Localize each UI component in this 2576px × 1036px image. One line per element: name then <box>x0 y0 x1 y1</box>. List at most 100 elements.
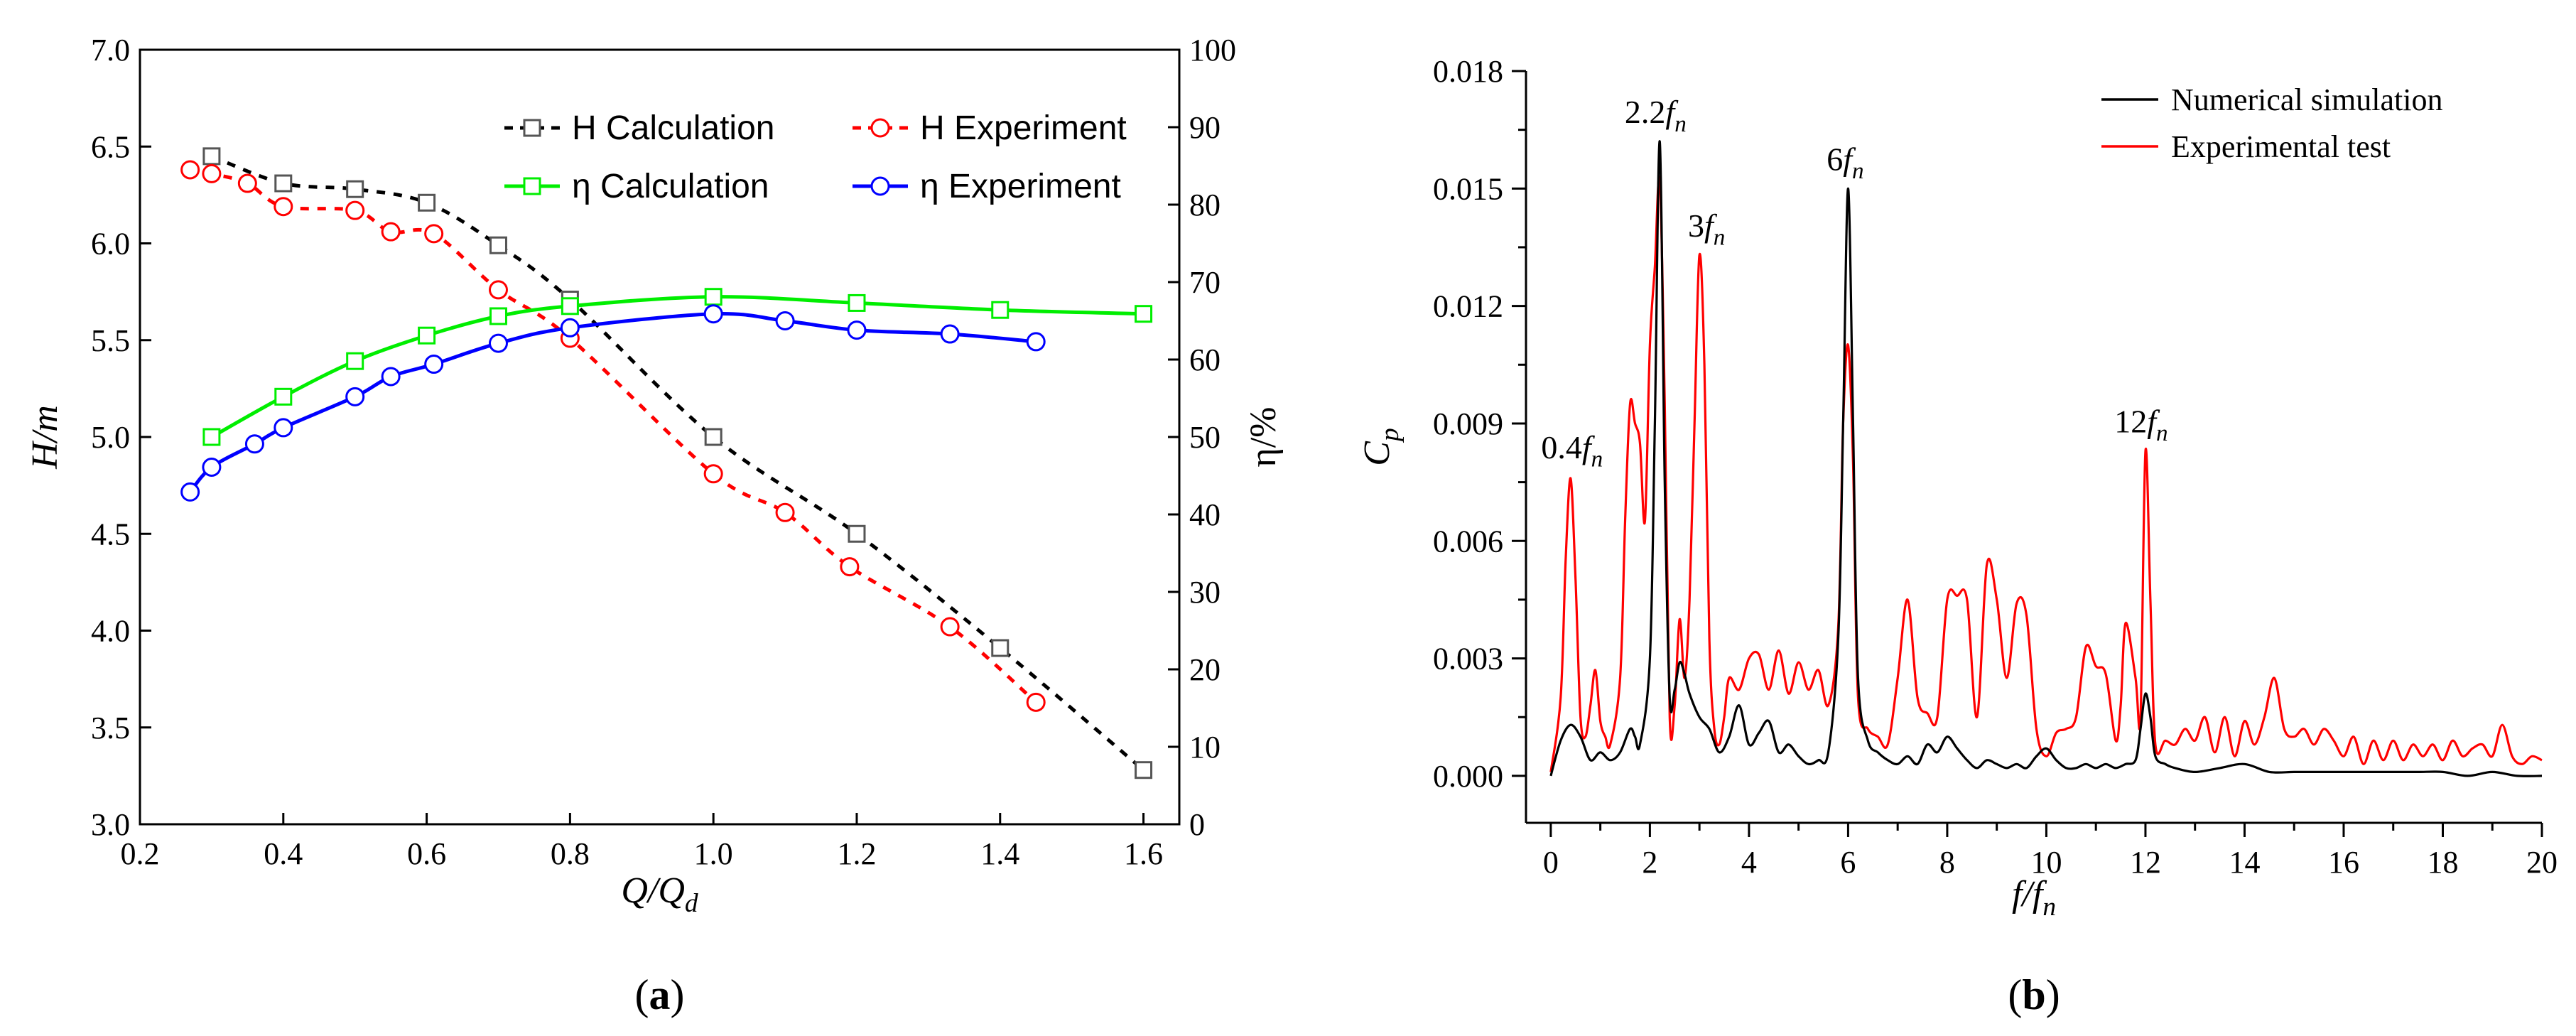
x-tick-label-a: 1.6 <box>1124 836 1163 871</box>
data-point-square <box>848 293 866 312</box>
data-point-square <box>704 288 723 306</box>
y-tick-label-b: 0.012 <box>1433 289 1503 324</box>
data-point-circle <box>424 355 444 374</box>
data-point-square <box>418 193 436 212</box>
x-tick-label-b: 14 <box>2229 845 2260 880</box>
data-point-circle <box>847 320 867 340</box>
y-left-tick-label-a: 6.5 <box>91 129 130 164</box>
y-right-tick-label-a: 50 <box>1189 420 1221 455</box>
x-tick-label-b: 0 <box>1543 845 1559 880</box>
y-tick-label-b: 0.003 <box>1433 642 1503 676</box>
data-point-square <box>991 301 1010 319</box>
data-point-circle <box>940 617 960 637</box>
x-tick-label-b: 6 <box>1840 845 1856 880</box>
panel-label-b: (b) <box>2008 971 2060 1018</box>
data-point-square <box>991 639 1010 657</box>
y-left-tick-label-a: 7.0 <box>91 33 130 68</box>
data-point-circle <box>940 324 960 344</box>
x-axis-title-b: f/fn <box>2012 874 2056 922</box>
data-point-circle <box>775 311 795 330</box>
x-tick-label-a: 1.0 <box>694 836 733 871</box>
y-axis-title-left-a: H/m <box>25 405 65 470</box>
data-point-square <box>418 326 436 345</box>
y-left-tick-label-a: 3.5 <box>91 711 130 745</box>
legend-label-a: η Experiment <box>920 168 1121 205</box>
y-tick-label-b: 0.009 <box>1433 406 1503 441</box>
x-tick-label-a: 1.4 <box>980 836 1019 871</box>
data-point-circle <box>345 200 365 220</box>
x-tick-label-b: 20 <box>2526 845 2558 880</box>
data-point-circle <box>703 304 723 324</box>
y-right-tick-label-a: 20 <box>1189 652 1221 687</box>
y-left-tick-label-a: 5.5 <box>91 323 130 358</box>
data-point-circle <box>703 464 723 484</box>
x-tick-label-a: 0.2 <box>121 836 160 871</box>
data-point-square <box>489 307 507 325</box>
x-axis-title-a: Q/Qd <box>621 870 698 918</box>
data-point-square <box>202 428 221 446</box>
y-left-tick-label-a: 4.5 <box>91 517 130 551</box>
x-tick-label-a: 0.8 <box>551 836 590 871</box>
data-point-circle <box>202 458 222 477</box>
y-left-tick-label-a: 6.0 <box>91 227 130 261</box>
legend-label-b: Numerical simulation <box>2171 82 2442 117</box>
y-right-tick-label-a: 0 <box>1189 807 1205 842</box>
panel-a-chart: 0.2 0.4 0.6 0.8 1.0 1.2 1.4 1.6 3.0 3.5 4.0 4.5 5.0 5… <box>25 33 1284 1018</box>
data-point-square <box>202 147 221 166</box>
data-point-square <box>489 236 507 254</box>
data-point-circle <box>180 482 200 502</box>
peak-annotation: 3fn <box>1688 207 1725 251</box>
x-tick-label-b: 12 <box>2130 845 2161 880</box>
data-point-square <box>848 524 866 543</box>
data-point-square <box>274 387 293 406</box>
y-axis-title-b: Cp <box>1357 428 1405 465</box>
data-point-circle <box>488 333 508 353</box>
panel-b-chart: 0 2 4 6 8 10 12 14 16 18 20 0.000 0.003 0.006 0.009 0.0… <box>1357 54 2558 1018</box>
y-right-tick-label-a: 40 <box>1189 497 1221 532</box>
x-tick-label-b: 2 <box>1642 845 1657 880</box>
y-tick-label-b: 0.006 <box>1433 524 1503 559</box>
y-right-tick-label-a: 30 <box>1189 575 1221 610</box>
data-point-circle <box>1026 332 1046 352</box>
y-tick-label-b: 0.018 <box>1433 54 1503 89</box>
data-point-circle <box>345 387 365 406</box>
x-tick-label-b: 10 <box>2030 845 2062 880</box>
legend-label-a: H Calculation <box>572 109 774 147</box>
data-point-circle <box>840 557 860 577</box>
data-point-circle <box>244 434 264 454</box>
series-line-numerical-simulation <box>1549 140 2543 777</box>
data-point-square <box>1135 761 1153 779</box>
legend-marker-circle <box>870 118 890 138</box>
data-point-square <box>346 352 364 370</box>
y-right-tick-label-a: 60 <box>1189 342 1221 377</box>
x-tick-label-b: 8 <box>1939 845 1955 880</box>
data-point-circle <box>274 418 293 438</box>
data-point-circle <box>560 318 580 338</box>
series-line-experimental-test <box>1549 176 2543 772</box>
y-left-tick-label-a: 5.0 <box>91 420 130 455</box>
y-left-tick-label-a: 3.0 <box>91 807 130 842</box>
x-tick-label-b: 16 <box>2328 845 2359 880</box>
data-point-circle <box>1026 692 1046 712</box>
data-point-circle <box>381 367 401 387</box>
y-right-tick-label-a: 100 <box>1189 33 1236 68</box>
legend-marker-square <box>523 119 541 137</box>
panel-label-a: (a) <box>635 971 685 1018</box>
x-tick-label-a: 1.2 <box>837 836 876 871</box>
y-right-tick-label-a: 90 <box>1189 110 1221 145</box>
data-point-circle <box>274 197 293 217</box>
data-point-circle <box>381 222 401 242</box>
data-point-square <box>346 180 364 198</box>
x-tick-label-a: 0.6 <box>407 836 446 871</box>
y-tick-label-b: 0.000 <box>1433 759 1503 794</box>
legend-label-b: Experimental test <box>2171 129 2391 164</box>
data-point-circle <box>424 224 444 244</box>
data-point-circle <box>180 160 200 180</box>
y-right-tick-label-a: 70 <box>1189 265 1221 300</box>
y-axis-title-right-a: η/% <box>1243 407 1284 468</box>
legend-marker-circle <box>870 176 890 196</box>
data-point-square <box>561 297 579 315</box>
y-right-tick-label-a: 80 <box>1189 188 1221 222</box>
